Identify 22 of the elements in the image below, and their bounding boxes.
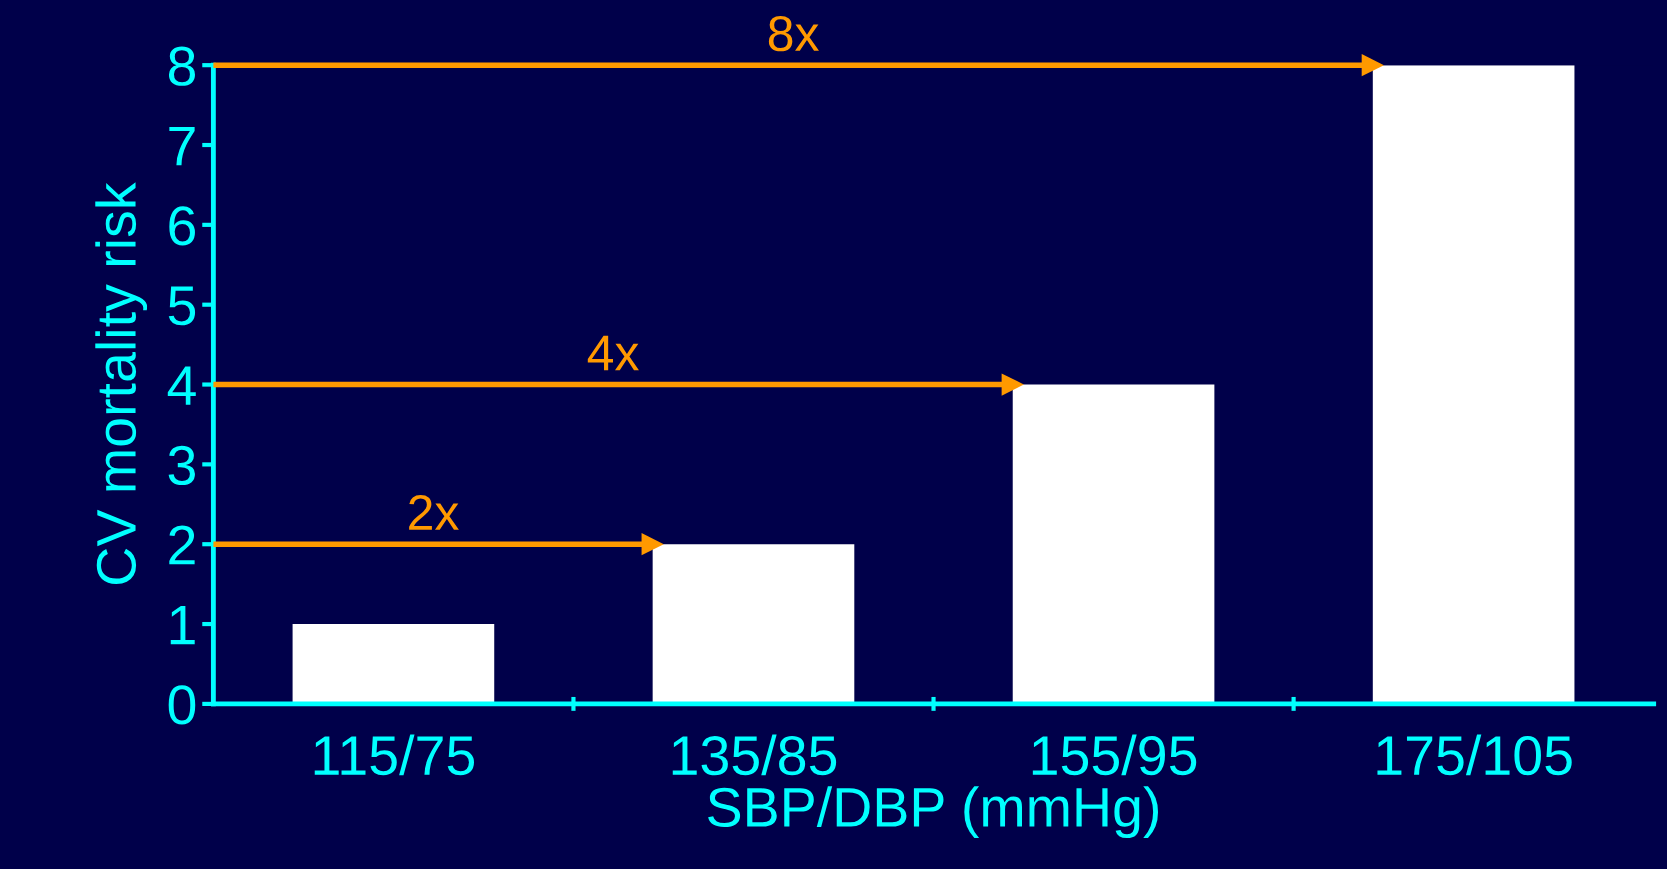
y-tick-label: 0 [168,685,196,725]
x-tick-label: 155/95 [1032,734,1197,776]
y-tick-label: 3 [168,445,195,486]
x-tick-label: 135/85 [672,734,837,776]
x-axis-title: SBP/DBP (mmHg) [708,786,1159,839]
bar [652,544,855,704]
x-tick-label: 115/75 [314,734,474,776]
y-tick-label: 8 [168,46,195,86]
x-tick-label: 175/105 [1377,734,1572,776]
ref-line-label: 8x [768,15,819,52]
y-tick-label: 4 [167,366,196,405]
y-tick-label: 6 [169,206,195,246]
y-tick-label: 5 [168,286,196,326]
bar [292,624,495,704]
y-tick-label: 7 [169,126,195,166]
y-tick-label: 1 [170,605,195,645]
y-tick-label: 2 [169,525,195,565]
bar [1372,65,1575,704]
ref-line-label: 4x [587,335,639,371]
y-axis-title: CV mortality risk [95,182,148,584]
bar [1012,384,1215,704]
ref-line-label: 2x [409,494,459,530]
